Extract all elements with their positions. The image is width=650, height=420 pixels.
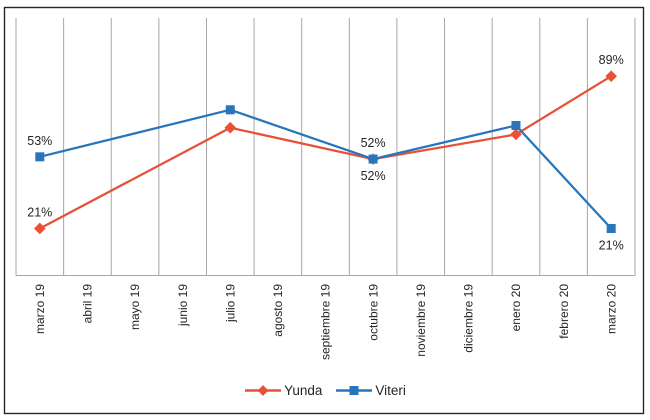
marker-square-viteri [35, 152, 45, 162]
x-tick-label: febrero 20 [557, 284, 571, 339]
legend-label-yunda: Yunda [284, 383, 323, 398]
marker-square-viteri [368, 154, 378, 164]
x-tick-label: septiembre 19 [319, 284, 333, 360]
x-tick-label: noviembre 19 [414, 284, 428, 357]
data-label: 21% [27, 205, 52, 219]
marker-diamond-yunda [510, 128, 522, 141]
data-label: 21% [599, 238, 624, 252]
legend-item-yunda: Yunda [244, 383, 322, 398]
marker-diamond-yunda [34, 222, 46, 235]
marker-square-viteri [225, 105, 235, 115]
x-tick-label: marzo 20 [604, 284, 618, 334]
x-tick-label: marzo 19 [33, 284, 47, 334]
marker-diamond-yunda [224, 121, 237, 134]
marker-diamond-yunda [605, 70, 617, 83]
data-label: 89% [599, 53, 624, 67]
yunda-line-diamond-icon [245, 385, 282, 396]
x-tick-label: abril 19 [81, 284, 95, 324]
marker-square-viteri [511, 120, 521, 130]
data-label: 52% [361, 169, 386, 183]
x-tick-label: mayo 19 [128, 284, 142, 330]
viteri-line-square-icon [336, 386, 373, 395]
marker-square-viteri [606, 223, 616, 233]
series-line-yunda [39, 75, 612, 230]
x-tick-label: agosto 19 [271, 284, 285, 337]
x-tick-label: enero 20 [509, 284, 523, 332]
legend-item-viteri: Viteri [335, 383, 406, 398]
legend: Yunda Viteri [0, 383, 650, 398]
legend-label-viteri: Viteri [375, 383, 406, 398]
chart-border [3, 6, 645, 415]
x-tick-label: julio 19 [223, 284, 237, 323]
data-label: 52% [361, 136, 386, 150]
x-tick-label: octubre 19 [366, 284, 380, 341]
x-tick-label: junio 19 [176, 284, 190, 327]
x-tick-label: diciembre 19 [462, 284, 476, 353]
data-label: 53% [27, 134, 52, 148]
